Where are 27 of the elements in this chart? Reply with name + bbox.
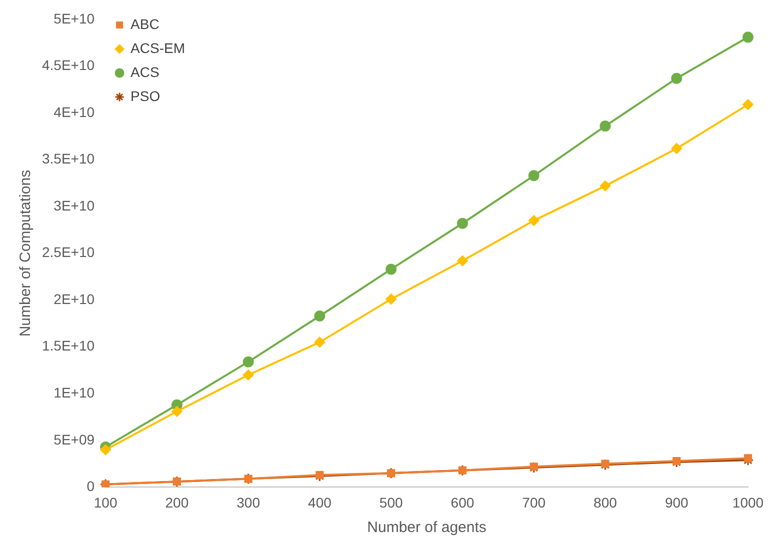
y-tick-label: 2E+10 [54,290,95,307]
x-tick-label: 300 [236,494,260,510]
legend-label: ABC [130,16,160,32]
y-tick-label: 1E+10 [54,384,95,400]
x-tick-label: 700 [522,494,546,510]
y-tick-label: 1.5E+10 [42,338,95,354]
legend-label: ACS-EM [130,40,185,56]
y-tick-label: 4E+10 [54,104,95,120]
x-tick-label: 600 [450,494,474,510]
x-tick-label: 1000 [732,494,764,510]
legend-label: ACS [130,64,160,80]
x-tick-label: 800 [594,494,618,510]
x-axis-title: Number of agents [367,519,486,536]
x-tick-label: 900 [664,494,689,510]
x-tick-label: 400 [308,494,332,510]
y-tick-label: 2.5E+10 [42,244,95,260]
y-tick-label: 5E+09 [54,431,95,448]
y-tick-label: 5E+10 [54,10,95,26]
y-tick-label: 3.5E+10 [42,150,95,167]
x-tick-label: 500 [379,494,403,510]
x-tick-label: 200 [165,494,189,510]
y-tick-label: 3E+10 [54,197,95,214]
y-axis-title: Number of Computations [17,170,34,337]
legend-label: PSO [130,88,160,104]
y-tick-label: 0 [86,478,95,494]
x-tick-label: 100 [94,494,118,510]
y-tick-label: 4.5E+10 [42,57,95,74]
